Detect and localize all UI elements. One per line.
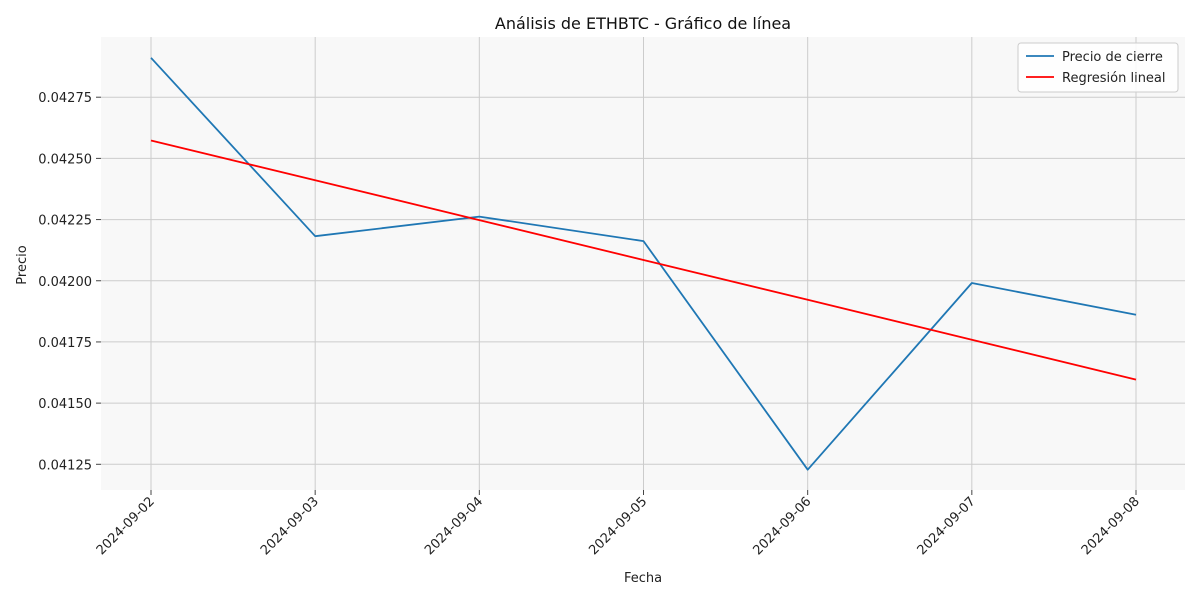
- x-tick-label: 2024-09-03: [258, 494, 322, 558]
- x-tick-labels: 2024-09-02 2024-09-03 2024-09-04 2024-09-05…: [94, 494, 1143, 558]
- x-tick-label: 2024-09-05: [586, 494, 650, 558]
- y-tick-label: 0.04125: [38, 458, 92, 473]
- y-tick-label: 0.04250: [38, 152, 92, 167]
- x-axis-title: Fecha: [624, 571, 662, 586]
- y-tick-label: 0.04200: [38, 275, 92, 290]
- y-tick-label: 0.04175: [38, 336, 92, 351]
- y-tick-labels: 0.04125 0.04150 0.04175 0.04200 0.04225 0.042…: [38, 91, 92, 473]
- legend: Precio de cierre Regresión lineal: [1018, 43, 1178, 92]
- x-tick-label: 2024-09-02: [94, 494, 158, 558]
- x-tick-label: 2024-09-06: [750, 494, 814, 558]
- y-tick-label: 0.04275: [38, 91, 92, 106]
- legend-label-precio: Precio de cierre: [1062, 50, 1163, 65]
- legend-label-regresion: Regresión lineal: [1062, 71, 1166, 86]
- x-tick-label: 2024-09-07: [915, 494, 979, 558]
- x-tick-label: 2024-09-08: [1079, 494, 1143, 558]
- y-tick-label: 0.04150: [38, 397, 92, 412]
- chart-title: Análisis de ETHBTC - Gráfico de línea: [495, 14, 791, 33]
- x-tick-label: 2024-09-04: [422, 494, 486, 558]
- y-tick-label: 0.04225: [38, 214, 92, 229]
- y-axis-title: Precio: [15, 245, 30, 284]
